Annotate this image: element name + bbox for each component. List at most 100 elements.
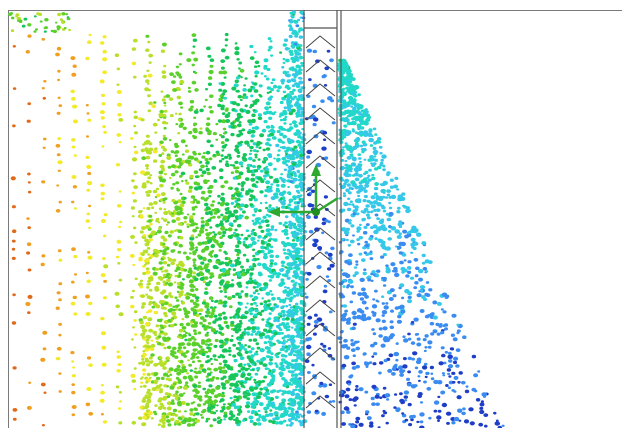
particle [294,366,297,369]
particle [385,302,389,305]
particle [299,153,304,157]
particle [102,57,108,62]
particle [461,411,466,416]
particle [87,181,93,186]
particle [297,362,303,367]
particle [101,345,107,350]
particle [433,400,440,405]
particle [217,243,222,247]
particle [265,110,271,115]
particle [179,369,186,374]
particle [346,183,351,187]
particle [209,306,214,309]
particle [134,277,138,281]
particle [178,295,182,298]
particle [175,376,180,380]
particle [191,208,196,211]
particle [27,311,31,314]
particle [130,206,135,210]
particle [219,196,226,202]
particle [269,262,274,265]
particle [144,242,150,247]
particle [154,211,158,214]
particle [253,378,257,382]
particle [281,205,286,209]
particle [212,215,216,219]
particle [190,357,194,360]
particle [182,307,187,311]
particle [479,402,485,407]
particle [286,236,290,240]
particle [150,339,154,342]
particle [159,330,164,334]
particle [182,126,187,130]
particle [202,152,206,155]
particle [279,51,283,54]
particle [261,318,265,321]
particle [260,309,265,313]
particle [413,228,419,233]
particle [185,181,190,185]
particle [166,278,171,283]
particle [265,334,271,339]
particle [167,423,172,427]
particle [179,209,183,212]
particle [271,268,276,273]
particle [365,223,370,227]
particle [140,294,146,298]
particle [207,395,211,399]
particle [162,337,168,342]
particle [416,293,422,298]
particle [268,45,273,50]
particle [182,375,188,380]
particle [163,311,168,316]
particle [213,254,219,258]
particle [218,326,224,331]
particle [147,40,151,44]
particle [329,263,335,268]
particle [209,371,213,374]
particle [181,200,186,205]
particle [352,91,357,96]
particle [192,401,196,404]
particle [205,269,210,273]
particle [270,183,274,186]
particle [343,124,348,128]
particle [209,64,214,68]
particle [362,147,367,152]
particle [56,111,61,115]
particle [284,215,289,219]
particle [346,82,350,85]
particle [421,253,426,258]
particle [230,125,236,129]
particle [322,344,327,348]
particle [199,267,204,271]
particle [410,237,416,242]
particle [290,314,295,319]
particle [265,165,269,168]
particle [455,348,461,353]
particle [419,401,424,404]
particle [287,191,291,195]
particle [174,355,179,359]
particle [145,190,149,194]
particle [207,54,212,58]
particle [282,341,286,345]
particle [255,342,260,346]
particle [202,256,206,260]
particle [234,147,240,152]
particle [153,253,159,258]
particle [370,343,375,348]
particle [191,80,197,85]
particle [134,150,139,155]
particle [261,379,266,383]
particle [189,412,194,416]
particle [440,346,445,350]
particle [277,85,282,90]
move-gizmo-icon[interactable] [268,164,339,217]
particle [276,153,280,157]
particle [199,108,204,113]
particle [70,56,76,61]
